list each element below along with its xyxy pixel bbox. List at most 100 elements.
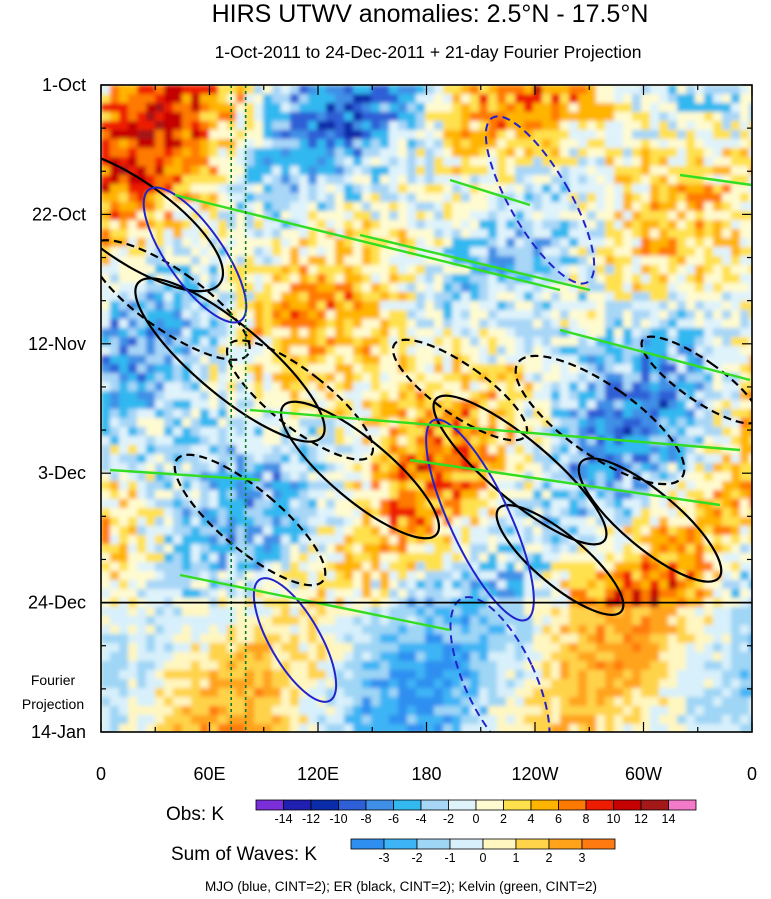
anomaly-cell xyxy=(137,589,147,599)
anomaly-cell xyxy=(110,508,120,518)
anomaly-cell xyxy=(317,103,327,113)
anomaly-cell xyxy=(434,454,444,464)
anomaly-cell xyxy=(128,499,138,509)
anomaly-cell xyxy=(596,229,606,239)
anomaly-cell xyxy=(371,364,381,374)
anomaly-cell xyxy=(380,652,390,662)
anomaly-cell xyxy=(110,274,120,284)
anomaly-cell xyxy=(551,292,561,302)
anomaly-cell xyxy=(299,94,309,104)
anomaly-cell xyxy=(425,472,435,482)
anomaly-cell xyxy=(686,445,696,455)
anomaly-cell xyxy=(380,265,390,275)
anomaly-cell xyxy=(407,607,417,617)
anomaly-cell xyxy=(209,580,219,590)
anomaly-cell xyxy=(380,355,390,365)
anomaly-cell xyxy=(416,625,426,635)
anomaly-cell xyxy=(182,103,192,113)
anomaly-cell xyxy=(569,391,579,401)
anomaly-cell xyxy=(677,517,687,527)
anomaly-cell xyxy=(218,382,228,392)
anomaly-cell xyxy=(461,382,471,392)
anomaly-cell xyxy=(506,220,516,230)
anomaly-cell xyxy=(488,607,498,617)
anomaly-cell xyxy=(245,256,255,266)
anomaly-cell xyxy=(281,292,291,302)
anomaly-cell xyxy=(281,139,291,149)
anomaly-cell xyxy=(407,589,417,599)
anomaly-cell xyxy=(632,652,642,662)
anomaly-cell xyxy=(137,355,147,365)
anomaly-cell xyxy=(398,625,408,635)
anomaly-cell xyxy=(524,310,534,320)
anomaly-cell xyxy=(173,409,183,419)
anomaly-cell xyxy=(713,517,723,527)
anomaly-cell xyxy=(128,103,138,113)
anomaly-cell xyxy=(245,454,255,464)
anomaly-cell xyxy=(668,184,678,194)
anomaly-cell xyxy=(614,607,624,617)
anomaly-cell xyxy=(128,517,138,527)
anomaly-cell xyxy=(533,103,543,113)
anomaly-cell xyxy=(749,301,752,311)
anomaly-cell xyxy=(398,112,408,122)
anomaly-cell xyxy=(596,130,606,140)
anomaly-cell xyxy=(344,382,354,392)
anomaly-cell xyxy=(389,229,399,239)
anomaly-cell xyxy=(200,220,210,230)
anomaly-cell xyxy=(308,562,318,572)
anomaly-cell xyxy=(488,625,498,635)
anomaly-cell xyxy=(110,688,120,698)
anomaly-cell xyxy=(704,94,714,104)
anomaly-cell xyxy=(470,517,480,527)
anomaly-cell xyxy=(749,247,752,257)
anomaly-cell xyxy=(587,472,597,482)
anomaly-cell xyxy=(461,247,471,257)
anomaly-cell xyxy=(731,463,741,473)
anomaly-cell xyxy=(407,463,417,473)
anomaly-cell xyxy=(398,346,408,356)
anomaly-cell xyxy=(407,562,417,572)
anomaly-cell xyxy=(560,121,570,131)
anomaly-cell xyxy=(722,166,732,176)
anomaly-cell xyxy=(209,391,219,401)
anomaly-cell xyxy=(146,85,156,95)
anomaly-cell xyxy=(326,454,336,464)
anomaly-cell xyxy=(515,661,525,671)
anomaly-cell xyxy=(335,184,345,194)
anomaly-cell xyxy=(101,121,111,131)
anomaly-cell xyxy=(335,670,345,680)
anomaly-cell xyxy=(695,328,705,338)
anomaly-cell xyxy=(506,319,516,329)
anomaly-cell xyxy=(659,319,669,329)
anomaly-cell xyxy=(650,292,660,302)
anomaly-cell xyxy=(668,247,678,257)
anomaly-cell xyxy=(326,355,336,365)
anomaly-cell xyxy=(236,625,246,635)
anomaly-cell xyxy=(281,670,291,680)
anomaly-cell xyxy=(605,562,615,572)
anomaly-cell xyxy=(515,418,525,428)
anomaly-cell xyxy=(524,607,534,617)
anomaly-cell xyxy=(686,328,696,338)
anomaly-cell xyxy=(524,346,534,356)
anomaly-cell xyxy=(488,472,498,482)
anomaly-cell xyxy=(272,643,282,653)
anomaly-cell xyxy=(110,211,120,221)
anomaly-cell xyxy=(182,337,192,347)
anomaly-cell xyxy=(110,337,120,347)
anomaly-cell xyxy=(182,148,192,158)
anomaly-cell xyxy=(362,364,372,374)
anomaly-cell xyxy=(524,445,534,455)
anomaly-cell xyxy=(596,490,606,500)
anomaly-cell xyxy=(731,121,741,131)
anomaly-cell xyxy=(182,139,192,149)
anomaly-cell xyxy=(749,616,752,626)
anomaly-cell xyxy=(461,184,471,194)
anomaly-cell xyxy=(668,463,678,473)
anomaly-cell xyxy=(344,490,354,500)
anomaly-cell xyxy=(740,337,750,347)
anomaly-cell xyxy=(263,463,273,473)
anomaly-cell xyxy=(470,391,480,401)
anomaly-cell xyxy=(695,499,705,509)
